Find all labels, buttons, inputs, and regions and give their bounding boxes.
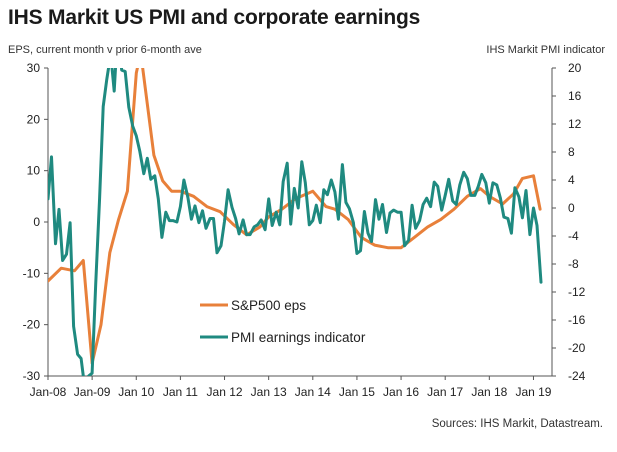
right-tick-label: 8 [568, 145, 575, 159]
right-axis-label: IHS Markit PMI indicator [486, 44, 605, 56]
left-tick-label: 20 [27, 112, 41, 126]
left-tick-label: -20 [23, 318, 41, 332]
left-tick-label: -10 [23, 266, 41, 280]
x-tick-label: Jan-08 [30, 385, 67, 399]
right-tick-label: -12 [568, 285, 586, 299]
x-tick-label: Jan 10 [118, 385, 154, 399]
right-tick-label: -16 [568, 313, 586, 327]
right-tick-label: 0 [568, 201, 575, 215]
left-tick-label: 0 [33, 215, 40, 229]
x-tick-label: Jan 18 [471, 385, 507, 399]
right-tick-label: -24 [568, 369, 586, 383]
left-tick-label: 30 [27, 61, 41, 75]
right-tick-label: -4 [568, 229, 579, 243]
left-tick-label: 10 [27, 164, 41, 178]
left-tick-label: -30 [23, 369, 41, 383]
left-axis-label: EPS, current month v prior 6-month ave [8, 44, 202, 56]
x-tick-label: Jan 19 [515, 385, 551, 399]
x-tick-label: Jan 15 [339, 385, 375, 399]
x-tick-label: Jan 12 [207, 385, 243, 399]
right-tick-label: -8 [568, 257, 579, 271]
right-tick-label: 12 [568, 117, 582, 131]
right-tick-label: 4 [568, 173, 575, 187]
right-tick-label: 16 [568, 89, 582, 103]
legend-label: PMI earnings indicator [231, 330, 366, 345]
x-tick-label: Jan-09 [74, 385, 111, 399]
right-tick-label: -20 [568, 341, 586, 355]
x-tick-label: Jan 14 [295, 385, 331, 399]
x-tick-label: Jan 16 [383, 385, 419, 399]
x-tick-label: Jan 17 [427, 385, 463, 399]
right-tick-label: 20 [568, 61, 582, 75]
x-tick-label: Jan 11 [163, 385, 198, 399]
chart-title: IHS Markit US PMI and corporate earnings [8, 6, 421, 29]
source-note: Sources: IHS Markit, Datastream. [431, 418, 603, 430]
legend-label: S&P500 eps [231, 298, 306, 313]
eps-series-line [48, 68, 542, 365]
x-tick-label: Jan 13 [251, 385, 287, 399]
pmi-series-line [48, 68, 543, 376]
